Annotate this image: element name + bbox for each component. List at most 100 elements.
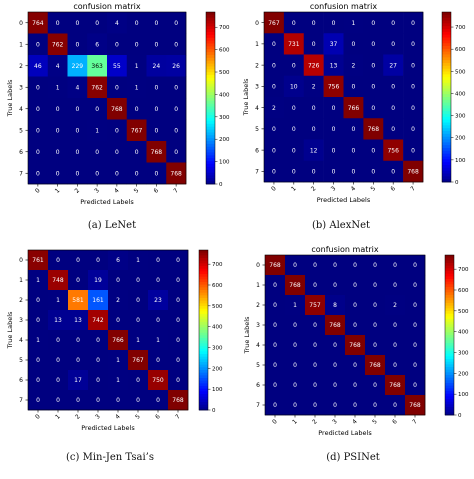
- heatmap-cell: [285, 395, 306, 416]
- chart-title: confusion matrix: [311, 245, 378, 254]
- heatmap-cell: [88, 310, 109, 331]
- colorbar-segment: [206, 118, 215, 122]
- colorbar-tick-label: 0: [219, 182, 223, 188]
- colorbar-tick-label: 300: [458, 351, 469, 357]
- y-tick-label: 6: [19, 149, 23, 156]
- cell-value: 0: [136, 297, 140, 304]
- heatmap-cell: [385, 375, 406, 396]
- cell-value: 0: [411, 41, 415, 48]
- colorbar-segment: [442, 26, 451, 30]
- cell-value: 1: [352, 20, 356, 27]
- cell-value: 0: [352, 169, 356, 176]
- colorbar-segment: [206, 98, 215, 102]
- cell-value: 2: [393, 302, 397, 309]
- y-tick-label: 7: [256, 402, 260, 409]
- cell-value: 0: [272, 84, 276, 91]
- colorbar-tick-label: 700: [458, 267, 469, 273]
- colorbar-segment: [206, 141, 215, 145]
- heatmap-cell: [264, 139, 285, 162]
- cell-value: 0: [411, 62, 415, 69]
- cell-value: 0: [292, 147, 296, 154]
- colorbar-segment: [199, 298, 208, 302]
- colorbar-segment: [199, 378, 208, 382]
- colorbar-segment: [445, 332, 454, 336]
- heatmap-cell: [385, 275, 406, 296]
- cell-value: 1: [56, 84, 60, 91]
- cell-value: 0: [272, 62, 276, 69]
- colorbar-segment: [442, 99, 451, 104]
- cell-value: 2: [272, 105, 276, 112]
- heatmap-cell: [47, 33, 68, 56]
- heatmap-cell: [67, 55, 88, 77]
- heatmap-cell: [108, 290, 129, 311]
- cell-value: 0: [76, 257, 80, 264]
- cell-value: 0: [154, 84, 158, 91]
- colorbar-segment: [445, 265, 454, 269]
- heatmap-cell: [403, 33, 424, 55]
- cell-value: 161: [92, 297, 104, 304]
- heatmap-cell: [108, 250, 129, 271]
- plot-frame: [264, 254, 426, 416]
- colorbar-segment: [206, 86, 215, 90]
- cell-value: 0: [371, 20, 375, 27]
- cell-value: 0: [36, 297, 40, 304]
- heatmap-cell: [265, 295, 286, 316]
- colorbar-segment: [445, 271, 454, 275]
- heatmap-cell: [264, 12, 285, 34]
- colorbar-tick-label: 300: [455, 114, 466, 120]
- x-tick-label: 3: [330, 185, 338, 193]
- heatmap-cell: [28, 370, 49, 391]
- cell-value: 0: [115, 84, 119, 91]
- colorbar-segment: [445, 383, 454, 387]
- cell-value: 0: [36, 149, 40, 156]
- heatmap-cell: [285, 375, 306, 396]
- cell-value: 0: [352, 126, 356, 133]
- cell-value: 768: [269, 262, 281, 269]
- colorbar-tick-label: 500: [455, 69, 466, 75]
- colorbar-segment: [199, 391, 208, 395]
- cell-value: 0: [333, 282, 337, 289]
- colorbar-segment: [445, 263, 454, 267]
- colorbar-segment: [445, 404, 454, 408]
- cell-value: 0: [413, 262, 417, 269]
- cell-value: 17: [74, 377, 82, 384]
- colorbar-segment: [442, 167, 451, 172]
- heatmap-cell: [305, 275, 326, 296]
- colorbar-tick-label: 400: [458, 330, 469, 336]
- heatmap-cell: [325, 355, 346, 376]
- heatmap-cell: [128, 370, 149, 391]
- cell-value: 0: [56, 257, 60, 264]
- panel-lenet: confusion matrix 764 0 0 0 4 0 0 0 0 762 0 6 0 0 0 0 46 4 2…: [0, 0, 237, 240]
- cell-value: 0: [292, 62, 296, 69]
- heatmap-cell: [403, 12, 424, 34]
- colorbar-tick-label: 100: [219, 160, 230, 166]
- colorbar-segment: [199, 290, 208, 294]
- x-tick-label: 3: [94, 413, 102, 421]
- colorbar-segment: [442, 17, 451, 21]
- colorbar-segment: [199, 250, 208, 254]
- colorbar-segment: [445, 289, 454, 293]
- cell-value: 0: [135, 41, 139, 48]
- colorbar-tick-label: 100: [455, 158, 466, 164]
- y-tick-label: 3: [19, 84, 23, 91]
- heatmap-cell: [146, 12, 167, 34]
- heatmap-cell: [325, 315, 346, 336]
- colorbar-segment: [442, 128, 451, 132]
- colorbar-segment: [445, 273, 454, 277]
- cell-value: 768: [172, 397, 184, 404]
- colorbar-segment: [206, 132, 215, 136]
- y-tick-label: 0: [256, 262, 260, 269]
- colorbar-segment: [445, 399, 454, 403]
- cell-value: 768: [389, 382, 401, 389]
- colorbar-segment: [442, 46, 451, 50]
- colorbar-segment: [445, 316, 454, 320]
- cell-value: 0: [136, 377, 140, 384]
- heatmap-cell: [305, 395, 326, 416]
- colorbar-frame: [205, 11, 216, 185]
- cell-value: 757: [309, 302, 321, 309]
- cell-value: 0: [116, 317, 120, 324]
- colorbar-segment: [445, 284, 454, 288]
- colorbar-segment: [445, 345, 454, 349]
- y-axis-label: True Labels: [243, 316, 251, 354]
- x-tick-label: 5: [371, 418, 379, 426]
